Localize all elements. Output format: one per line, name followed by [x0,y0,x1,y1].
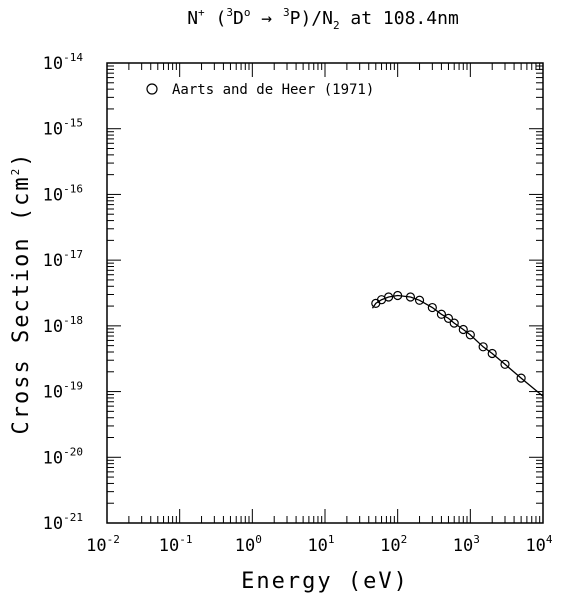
title-ion: N [187,8,198,29]
y-tick-label: 10-18 [43,314,83,337]
x-tick-label: 103 [453,533,480,556]
plot-area [371,290,544,397]
data-point [500,359,510,369]
y-tick-label: 10-15 [43,117,83,140]
y-tick-label: 10-14 [43,51,84,74]
fit-curve [371,294,544,397]
data-point [393,290,403,301]
data-point [478,342,488,352]
title-upper-parity: o [244,6,251,19]
title-charge: + [198,6,205,19]
y-tick-label: 10-21 [43,511,83,534]
x-tick-label: 101 [307,533,334,556]
y-tick-labels: 10-21 10-20 10-19 10-18 10-17 10-16 10-15 10-14 [43,51,84,534]
data-point [436,309,447,319]
data-point [449,318,459,328]
title-open: ( [205,8,227,29]
axis-ticks [106,62,544,524]
data-point [516,373,526,383]
data-point [383,292,394,302]
x-tick-label: 10-1 [159,533,193,556]
y-tick-label: 10-20 [43,445,83,468]
title-lower-mult: 3 [283,6,290,19]
x-axis-title: Energy (eV) [241,569,409,594]
title-close: )/N [300,8,333,29]
y-tick-label: 10-19 [43,380,83,403]
y-tick-label: 10-16 [43,182,83,205]
data-point [443,313,454,323]
x-tick-label: 10-2 [86,533,120,556]
title-upper-term: D [233,8,244,29]
chart-title: N+ (3Do → 3P)/N2 at 108.4nm [187,6,459,32]
title-arrow: → [250,8,283,29]
title-target-sub: 2 [333,19,340,32]
title-upper-mult: 3 [226,6,233,19]
legend: Aarts and de Heer (1971) [146,82,374,98]
y-axis-title-sup: 2 [9,167,22,176]
y-axis-title: Cross Section (cm2) [9,151,34,434]
data-point [405,292,416,302]
data-point [465,330,475,340]
title-lower-term: P [290,8,301,29]
title-tail: at 108.4nm [340,8,459,29]
x-tick-label: 100 [235,533,262,556]
x-tick-label: 102 [380,533,407,556]
plot-frame [106,62,544,524]
data-point [487,348,497,359]
legend-marker [146,83,158,95]
data-point [427,302,437,313]
x-tick-label: 104 [525,533,552,556]
y-axis-title-end: ) [9,151,34,166]
data-point [458,324,468,335]
data-point [414,295,425,305]
y-axis-title-main: Cross Section (cm [9,175,34,434]
x-tick-labels: 10-2 10-1 100 101 102 103 104 [86,533,553,556]
legend-label: Aarts and de Heer (1971) [172,82,374,98]
y-tick-label: 10-17 [43,248,83,271]
